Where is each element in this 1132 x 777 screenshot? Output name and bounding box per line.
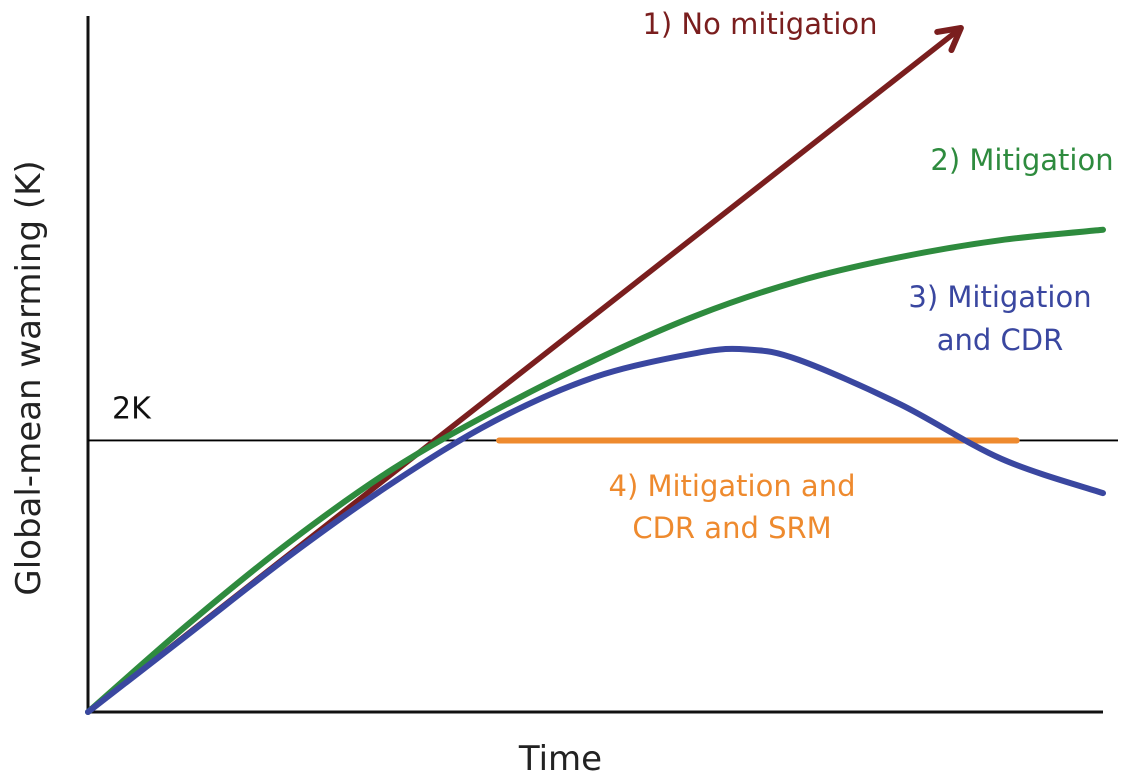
series-label-4-line-1: 4) Mitigation and	[609, 469, 856, 503]
series-label-3-line-1: 3) Mitigation	[908, 280, 1091, 314]
reference-line-label: 2K	[112, 391, 152, 426]
series-label-2-line-1: 2) Mitigation	[930, 143, 1113, 177]
series-line-3	[85, 345, 1106, 715]
series-label-4-line-2: CDR and SRM	[632, 511, 831, 545]
labels: 2K Time Global-mean warming (K) 1) No mitig…	[9, 7, 1114, 777]
x-axis-title: Time	[518, 739, 602, 777]
series-line-2	[85, 226, 1106, 715]
series-label-3-line-2: and CDR	[937, 323, 1064, 357]
series-lines	[85, 25, 1106, 715]
series-label-1-line-1: 1) No mitigation	[642, 7, 877, 41]
axes	[86, 16, 1118, 714]
y-axis-title: Global-mean warming (K)	[9, 160, 49, 595]
series-1-arrowhead	[934, 25, 964, 54]
